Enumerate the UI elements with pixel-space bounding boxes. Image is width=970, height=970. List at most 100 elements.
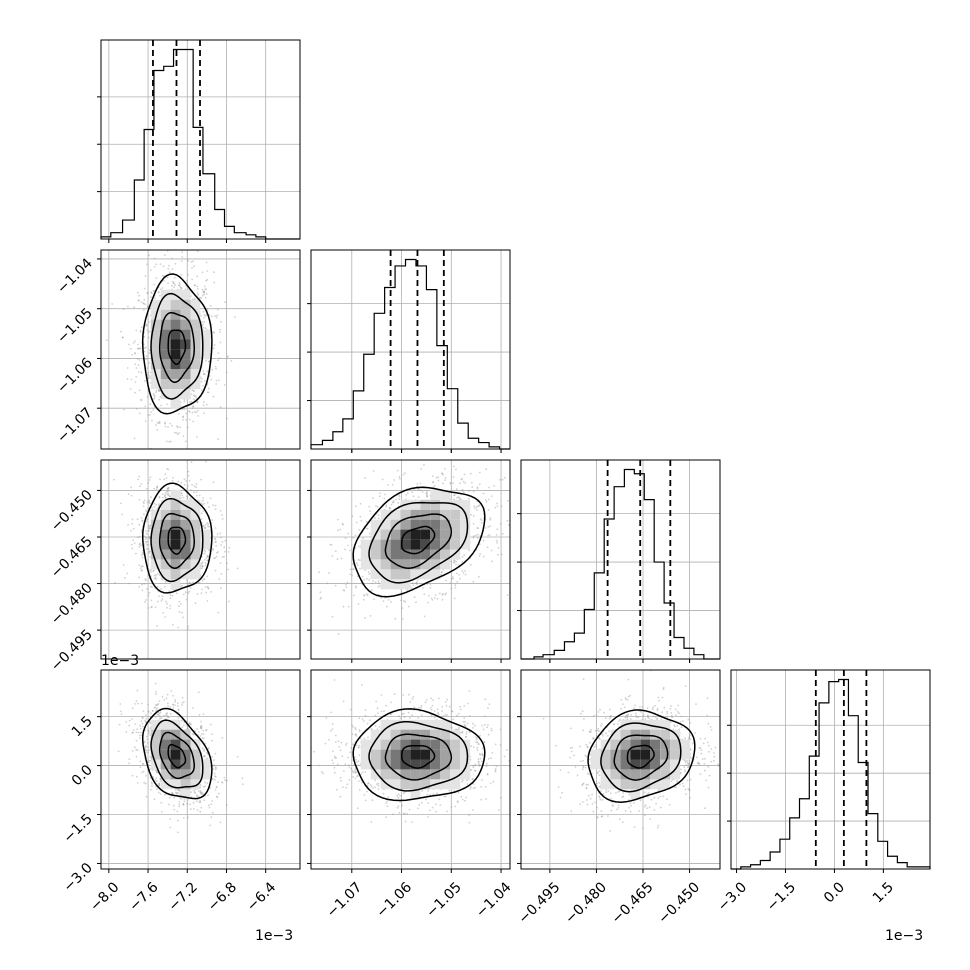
sample-point <box>451 710 454 713</box>
sample-point <box>582 678 585 680</box>
sample-point <box>609 830 611 832</box>
sample-point <box>371 582 373 585</box>
sample-point <box>477 505 479 507</box>
contour-line <box>158 311 196 384</box>
sample-point <box>489 517 492 519</box>
sample-point <box>582 801 584 803</box>
sample-point <box>378 495 381 498</box>
sample-point <box>201 288 204 291</box>
sample-point <box>476 500 479 503</box>
sample-point <box>496 505 499 508</box>
sample-point <box>197 415 200 417</box>
sample-point <box>389 507 391 510</box>
sample-point <box>397 501 400 504</box>
sample-point <box>224 779 226 782</box>
sample-point <box>568 520 570 522</box>
sample-point <box>354 772 357 774</box>
sample-point <box>153 569 155 572</box>
histogram-step-1 <box>310 258 510 450</box>
contour-line <box>167 526 187 555</box>
sample-point <box>337 529 339 532</box>
sample-point <box>199 810 202 813</box>
sample-point <box>354 770 357 773</box>
density-panel-2-3 <box>520 669 721 870</box>
sample-point <box>128 719 131 722</box>
sample-point <box>617 804 620 807</box>
sample-point <box>209 304 212 307</box>
sample-point <box>147 761 150 763</box>
sample-point <box>154 682 157 685</box>
sample-point <box>649 818 652 820</box>
sample-point <box>490 782 492 785</box>
sample-point <box>203 748 205 751</box>
density-cell <box>400 549 411 560</box>
sample-point <box>183 721 186 724</box>
sample-point <box>687 718 690 721</box>
sample-point <box>588 730 591 733</box>
sample-point <box>387 484 389 486</box>
sample-point <box>644 805 646 808</box>
sample-point <box>390 701 392 704</box>
sample-point <box>461 477 464 480</box>
sample-point <box>148 479 151 481</box>
sample-point <box>203 314 206 316</box>
axes-frame <box>100 39 301 240</box>
sample-point <box>204 526 207 529</box>
sample-point <box>202 713 205 715</box>
sample-point <box>503 476 506 479</box>
density-cell <box>650 749 661 760</box>
sample-point <box>498 809 500 811</box>
sample-point <box>644 814 646 817</box>
density-cell <box>440 719 451 730</box>
sample-point <box>612 805 614 807</box>
sample-point <box>139 734 141 737</box>
sample-point <box>361 718 364 720</box>
sample-point <box>134 746 136 749</box>
sample-point <box>206 585 209 588</box>
density-cell <box>430 729 441 740</box>
density-cell <box>590 749 601 760</box>
density-cell <box>410 779 421 790</box>
sample-point <box>609 715 612 718</box>
sample-point <box>597 737 600 740</box>
sample-point <box>141 771 143 774</box>
sample-point <box>215 767 217 770</box>
sample-point <box>203 552 206 555</box>
sample-point <box>452 576 454 578</box>
sample-point <box>182 593 185 596</box>
sample-point <box>628 806 630 809</box>
sample-point <box>191 407 194 409</box>
sample-point <box>646 793 648 795</box>
sample-point <box>146 306 149 308</box>
sample-point <box>324 742 327 745</box>
sample-point <box>594 801 596 804</box>
sample-point <box>633 826 636 828</box>
sample-point <box>423 593 426 596</box>
sample-point <box>131 522 133 525</box>
sample-point <box>480 786 482 788</box>
sample-point <box>156 780 158 782</box>
sample-point <box>587 783 589 786</box>
sample-point <box>482 539 485 542</box>
axes-frame <box>100 249 301 450</box>
sample-point <box>195 411 198 414</box>
sample-point <box>200 725 202 727</box>
sample-point <box>147 746 149 748</box>
density-cell <box>180 559 191 570</box>
sample-point <box>202 524 204 527</box>
sample-point <box>147 371 150 374</box>
density-cell <box>430 719 441 730</box>
sample-point <box>347 756 349 759</box>
density-cell <box>410 759 421 770</box>
sample-point <box>461 570 464 572</box>
sample-point <box>168 264 170 267</box>
sample-point <box>158 294 161 297</box>
sample-point <box>202 290 205 293</box>
sample-point <box>158 700 161 703</box>
sample-point <box>682 785 685 788</box>
contour-line <box>158 731 196 780</box>
sample-point <box>144 536 147 538</box>
sample-point <box>419 489 422 491</box>
sample-point <box>660 718 663 721</box>
sample-point <box>159 263 162 266</box>
